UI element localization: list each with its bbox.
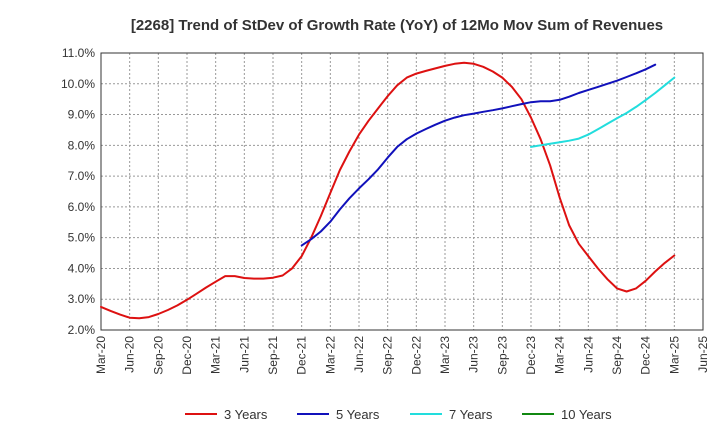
x-tick-label: Jun-23 bbox=[467, 336, 481, 373]
series-line-5-years bbox=[300, 63, 657, 247]
x-tick-label: Mar-24 bbox=[553, 336, 567, 374]
y-tick-label: 10.0% bbox=[61, 77, 95, 91]
x-tick-label: Mar-22 bbox=[323, 336, 337, 374]
x-axis-ticks: Mar-20 Jun-20 Sep-20 Dec-20 Mar-21 Jun-21 Sep-… bbox=[94, 336, 710, 375]
x-tick-label: Dec-22 bbox=[409, 336, 423, 375]
y-tick-label: 9.0% bbox=[68, 108, 96, 122]
x-tick-label: Jun-25 bbox=[696, 336, 710, 373]
x-tick-label: Sep-20 bbox=[151, 336, 165, 375]
x-tick-label: Mar-23 bbox=[438, 336, 452, 374]
x-tick-label: Jun-22 bbox=[352, 336, 366, 373]
y-tick-label: 4.0% bbox=[68, 261, 96, 275]
x-tick-label: Dec-24 bbox=[639, 336, 653, 375]
chart-title: [2268] Trend of StDev of Growth Rate (Yo… bbox=[131, 17, 663, 34]
x-tick-label: Mar-25 bbox=[667, 336, 681, 374]
series-line-3-years bbox=[100, 61, 676, 320]
legend-label: 3 Years bbox=[224, 407, 268, 422]
legend: 3 Years 5 Years 7 Years 10 Years bbox=[185, 407, 612, 422]
x-tick-label: Dec-23 bbox=[524, 336, 538, 375]
y-tick-label: 7.0% bbox=[68, 169, 96, 183]
legend-item-5-years: 5 Years bbox=[297, 407, 380, 422]
x-tick-label: Sep-21 bbox=[266, 336, 280, 375]
x-tick-label: Dec-21 bbox=[295, 336, 309, 375]
legend-label: 7 Years bbox=[449, 407, 493, 422]
x-tick-label: Jun-24 bbox=[581, 336, 595, 373]
legend-label: 10 Years bbox=[561, 407, 612, 422]
legend-label: 5 Years bbox=[336, 407, 380, 422]
legend-item-7-years: 7 Years bbox=[410, 407, 493, 422]
x-tick-label: Jun-20 bbox=[123, 336, 137, 373]
y-tick-label: 8.0% bbox=[68, 138, 96, 152]
legend-item-3-years: 3 Years bbox=[185, 407, 268, 422]
x-tick-label: Dec-20 bbox=[180, 336, 194, 375]
x-tick-label: Sep-24 bbox=[610, 336, 624, 375]
y-tick-label: 11.0% bbox=[62, 46, 95, 60]
y-tick-label: 6.0% bbox=[68, 200, 96, 214]
y-tick-label: 2.0% bbox=[68, 323, 96, 337]
y-tick-label: 3.0% bbox=[68, 292, 96, 306]
x-tick-label: Jun-21 bbox=[237, 336, 251, 373]
x-tick-label: Sep-23 bbox=[495, 336, 509, 375]
series-line-7-years bbox=[530, 76, 676, 148]
x-tick-label: Mar-20 bbox=[94, 336, 108, 374]
series-lines bbox=[100, 61, 676, 320]
y-axis-ticks: 2.0% 3.0% 4.0% 5.0% 6.0% 7.0% 8.0% 9.0% 10.0% 11.… bbox=[61, 46, 95, 337]
y-tick-label: 5.0% bbox=[68, 231, 96, 245]
x-tick-label: Sep-22 bbox=[381, 336, 395, 375]
legend-item-10-years: 10 Years bbox=[522, 407, 612, 422]
grid-lines bbox=[100, 52, 704, 331]
x-tick-label: Mar-21 bbox=[209, 336, 223, 374]
plot-area bbox=[100, 52, 704, 331]
